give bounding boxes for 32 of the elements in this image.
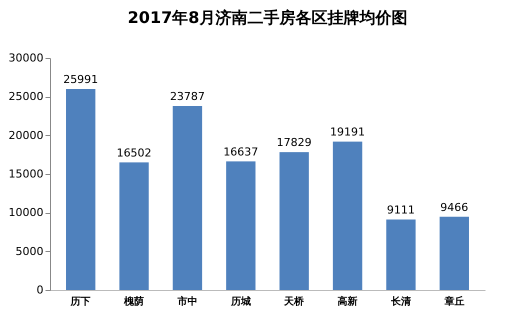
data-label: 9466 [440,200,468,214]
x-tick-label: 市中 [176,296,198,308]
data-label: 17829 [276,136,312,150]
y-tick-label: 25000 [8,90,44,104]
x-tick-label: 高新 [338,296,358,308]
x-tick-label: 天桥 [283,296,306,308]
x-tick-label: 槐荫 [123,296,144,308]
y-tick-label: 15000 [8,168,44,180]
bar [172,106,202,290]
data-label: 19191 [330,126,366,139]
y-tick-label: 10000 [8,206,44,220]
y-tick-label: 5000 [16,244,44,258]
bar [332,142,362,290]
bar [386,220,416,290]
data-label: 16637 [223,145,258,158]
chart-title: 2017年8月济南二手房各区挂牌均价图 [128,8,408,27]
bar [280,152,309,290]
data-label: 16502 [116,146,152,160]
bar [440,216,469,290]
x-tick-label: 章丘 [443,296,464,308]
y-tick-label: 0 [36,284,44,296]
data-label: 25991 [63,73,98,86]
bar [66,89,96,290]
bar [119,162,149,290]
bar [226,161,256,290]
data-label: 9111 [386,204,415,217]
y-tick-label: 30000 [8,52,44,64]
x-tick-label: 历城 [230,296,251,308]
y-tick-label: 20000 [8,128,44,142]
data-label: 23787 [170,90,205,104]
x-tick-label: 长清 [390,296,411,308]
x-tick-label: 历下 [70,296,91,308]
